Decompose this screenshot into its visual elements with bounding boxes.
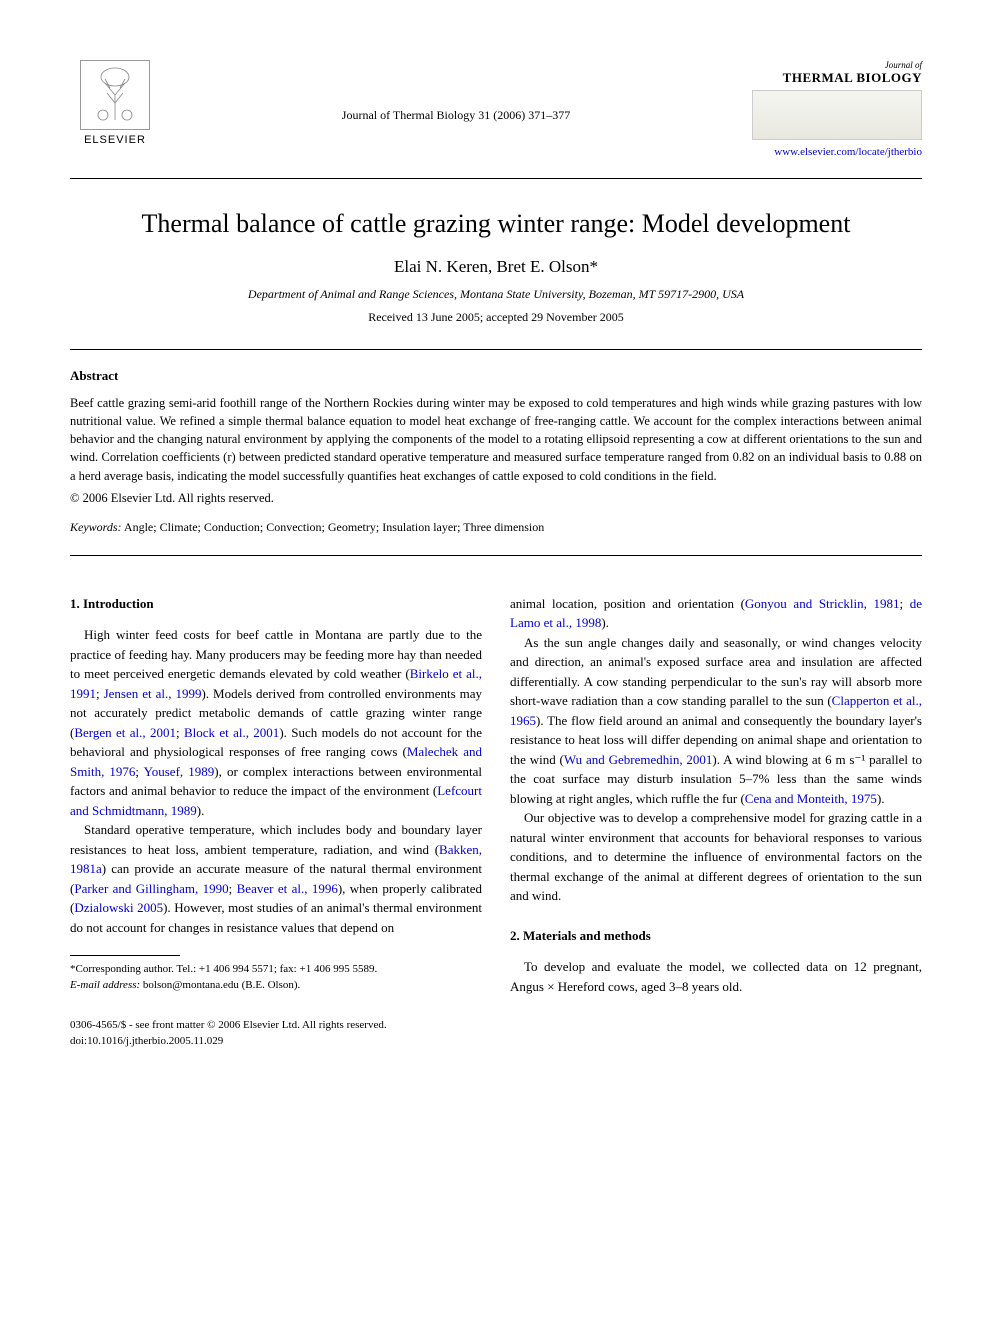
section-heading-methods: 2. Materials and methods bbox=[510, 926, 922, 946]
abstract-text: Beef cattle grazing semi-arid foothill r… bbox=[70, 394, 922, 485]
header-rule bbox=[70, 178, 922, 179]
received-accepted-dates: Received 13 June 2005; accepted 29 Novem… bbox=[70, 310, 922, 325]
journal-url-link[interactable]: www.elsevier.com/locate/jtherbio bbox=[752, 146, 922, 158]
citation-link[interactable]: Dzialowski 2005 bbox=[74, 900, 163, 915]
footnote-email-line: E-mail address: bolson@montana.edu (B.E.… bbox=[70, 978, 482, 993]
methods-para-1: To develop and evaluate the model, we co… bbox=[510, 957, 922, 996]
elsevier-tree-icon bbox=[80, 60, 150, 130]
intro-para-1: High winter feed costs for beef cattle i… bbox=[70, 625, 482, 820]
keywords-label: Keywords: bbox=[70, 520, 122, 534]
keywords-line: Keywords: Angle; Climate; Conduction; Co… bbox=[70, 520, 922, 535]
abstract-bottom-rule bbox=[70, 555, 922, 556]
two-column-body: 1. Introduction High winter feed costs f… bbox=[70, 594, 922, 997]
journal-cover-thumbnail bbox=[752, 90, 922, 140]
page-footer-info: 0306-4565/$ - see front matter © 2006 El… bbox=[70, 1018, 922, 1049]
left-column: 1. Introduction High winter feed costs f… bbox=[70, 594, 482, 997]
citation-link[interactable]: Parker and Gillingham, 1990 bbox=[74, 881, 228, 896]
citation-link[interactable]: Gonyou and Stricklin, 1981 bbox=[745, 596, 900, 611]
footnote-tel-fax: *Corresponding author. Tel.: +1 406 994 … bbox=[70, 962, 482, 977]
citation-link[interactable]: Block et al., 2001 bbox=[184, 725, 279, 740]
doi-line: doi:10.1016/j.jtherbio.2005.11.029 bbox=[70, 1034, 922, 1049]
right-column: animal location, position and orientatio… bbox=[510, 594, 922, 997]
citation-link[interactable]: Jensen et al., 1999 bbox=[104, 686, 202, 701]
citation-link[interactable]: Yousef, 1989 bbox=[144, 764, 215, 779]
abstract-heading: Abstract bbox=[70, 368, 922, 384]
publisher-name: ELSEVIER bbox=[84, 134, 146, 146]
email-address: bolson@montana.edu (B.E. Olson). bbox=[143, 979, 300, 991]
abstract-copyright: © 2006 Elsevier Ltd. All rights reserved… bbox=[70, 491, 922, 506]
publisher-logo: ELSEVIER bbox=[70, 60, 160, 146]
citation-link[interactable]: Bergen et al., 2001 bbox=[74, 725, 176, 740]
citation-link[interactable]: Beaver et al., 1996 bbox=[237, 881, 338, 896]
authors-line: Elai N. Keren, Bret E. Olson* bbox=[70, 257, 922, 277]
intro-para-2: Standard operative temperature, which in… bbox=[70, 820, 482, 937]
citation-link[interactable]: Wu and Gebremedhin, 2001 bbox=[564, 752, 713, 767]
affiliation-line: Department of Animal and Range Sciences,… bbox=[70, 287, 922, 302]
journal-logo-block: Journal of THERMAL BIOLOGY www.elsevier.… bbox=[752, 60, 922, 158]
intro-para-4: Our objective was to develop a comprehen… bbox=[510, 808, 922, 906]
corresponding-author-footnote: *Corresponding author. Tel.: +1 406 994 … bbox=[70, 962, 482, 993]
intro-para-2-cont: animal location, position and orientatio… bbox=[510, 594, 922, 633]
journal-logo-name: THERMAL BIOLOGY bbox=[752, 70, 922, 86]
keywords-list: Angle; Climate; Conduction; Convection; … bbox=[124, 520, 544, 534]
journal-reference: Journal of Thermal Biology 31 (2006) 371… bbox=[160, 60, 752, 123]
abstract-top-rule bbox=[70, 349, 922, 350]
citation-link[interactable]: Cena and Monteith, 1975 bbox=[745, 791, 877, 806]
article-title: Thermal balance of cattle grazing winter… bbox=[70, 209, 922, 239]
email-label: E-mail address: bbox=[70, 979, 140, 991]
intro-para-3: As the sun angle changes daily and seaso… bbox=[510, 633, 922, 809]
issn-line: 0306-4565/$ - see front matter © 2006 El… bbox=[70, 1018, 922, 1033]
page-header: ELSEVIER Journal of Thermal Biology 31 (… bbox=[70, 60, 922, 158]
abstract-body: Beef cattle grazing semi-arid foothill r… bbox=[70, 396, 922, 483]
journal-logo-small: Journal of bbox=[752, 60, 922, 70]
section-heading-intro: 1. Introduction bbox=[70, 594, 482, 614]
footnote-separator bbox=[70, 955, 180, 956]
